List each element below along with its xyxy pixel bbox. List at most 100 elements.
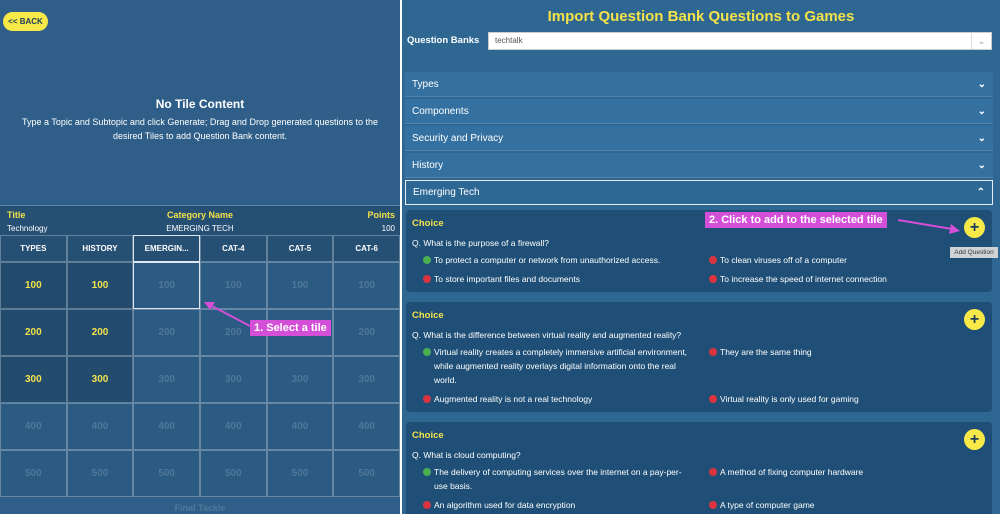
- options: To protect a computer or network from un…: [412, 253, 986, 286]
- option-text: An algorithm used for data encryption: [434, 500, 576, 510]
- tile[interactable]: 200: [333, 309, 400, 356]
- tile[interactable]: 100: [0, 262, 67, 309]
- accordion-section[interactable]: Emerging Tech ⌃: [405, 180, 993, 205]
- option: The delivery of computing services over …: [412, 465, 698, 493]
- tile[interactable]: 300: [333, 356, 400, 403]
- section-title: History: [412, 159, 444, 171]
- select-arrow: ⌄: [971, 33, 991, 49]
- tile[interactable]: 300: [0, 356, 67, 403]
- option: They are the same thing: [698, 345, 984, 387]
- option: To protect a computer or network from un…: [412, 253, 698, 267]
- chevron: ⌄: [977, 78, 986, 90]
- option: To clean viruses off of a computer: [698, 253, 984, 267]
- tooltip: Add Question: [950, 247, 998, 258]
- tile[interactable]: 200: [0, 309, 67, 356]
- tile[interactable]: 500: [133, 450, 200, 497]
- tile[interactable]: 300: [133, 356, 200, 403]
- correct-dot: [423, 348, 431, 356]
- option: A method of fixing computer hardware: [698, 465, 984, 493]
- wrong-dot: [709, 256, 717, 264]
- question-type: Choice: [412, 430, 444, 441]
- bank-select[interactable]: techtalk ⌄: [488, 32, 992, 50]
- left-panel: << BACK No Tile Content Type a Topic and…: [0, 0, 400, 514]
- question-list: Choice + Q. What is the purpose of a firew…: [406, 210, 992, 514]
- add-button[interactable]: +: [964, 429, 985, 450]
- tile[interactable]: 300: [200, 356, 267, 403]
- tile[interactable]: 500: [0, 450, 67, 497]
- section-title: Security and Privacy: [412, 132, 504, 144]
- tile[interactable]: 400: [266, 403, 334, 450]
- arrow: [897, 219, 953, 230]
- add-button[interactable]: +: [964, 217, 985, 238]
- tile[interactable]: 100: [266, 262, 334, 309]
- option: To store important files and documents: [412, 272, 698, 286]
- wrong-dot: [709, 468, 717, 476]
- tile[interactable]: 100: [133, 262, 200, 309]
- tile-info: Title Category Name Points Technology EM…: [0, 205, 400, 235]
- question-card: Choice + Q. What is the difference between…: [406, 302, 992, 412]
- arrow: [209, 304, 251, 327]
- wrong-dot: [423, 501, 431, 509]
- bank-value: techtalk: [495, 36, 523, 45]
- question-card: Choice + Q. What is cloud computing? The de…: [406, 422, 992, 514]
- tile[interactable]: 500: [333, 450, 400, 497]
- question-type: Choice: [412, 218, 444, 229]
- accordion-section[interactable]: Types ⌄: [405, 72, 993, 97]
- wrong-dot: [709, 501, 717, 509]
- question-text: Q. What is the difference between virtua…: [412, 330, 682, 340]
- accordion-section[interactable]: History ⌄: [405, 153, 993, 178]
- tile[interactable]: 100: [200, 262, 267, 309]
- wrong-dot: [423, 395, 431, 403]
- info-header: Title: [7, 210, 26, 220]
- chevron: ⌃: [976, 187, 985, 198]
- tile[interactable]: 300: [66, 356, 134, 403]
- option-text: To protect a computer or network from un…: [434, 255, 661, 265]
- empty-title: No Tile Content: [155, 97, 245, 111]
- tile[interactable]: 500: [266, 450, 334, 497]
- section-title: Emerging Tech: [413, 187, 480, 198]
- section-title: Components: [412, 105, 469, 117]
- tile[interactable]: 400: [333, 403, 400, 450]
- info-header: Category Name: [166, 210, 234, 220]
- tile[interactable]: 400: [0, 403, 67, 450]
- tile[interactable]: 100: [333, 262, 400, 309]
- option-text: To increase the speed of internet connec…: [720, 274, 887, 284]
- wrong-dot: [423, 275, 431, 283]
- question-text: Q. What is cloud computing?: [412, 450, 521, 460]
- arrowhead: [949, 224, 960, 234]
- tile[interactable]: 200: [66, 309, 134, 356]
- tile[interactable]: 500: [200, 450, 267, 497]
- chevron: ⌄: [977, 105, 986, 117]
- section-title: Types: [412, 78, 439, 90]
- arrowhead: [204, 302, 215, 310]
- tile[interactable]: 200: [133, 309, 200, 356]
- category-header: EMERGIN...: [133, 235, 200, 262]
- tile[interactable]: 400: [133, 403, 200, 450]
- option-text: A type of computer game: [720, 500, 815, 510]
- info-value: EMERGING TECH: [166, 224, 234, 233]
- option-text: Virtual reality creates a completely imm…: [434, 347, 688, 385]
- wrong-dot: [709, 348, 717, 356]
- option: To increase the speed of internet connec…: [698, 272, 984, 286]
- info-value: Technology: [7, 224, 48, 233]
- option: An algorithm used for data encryption: [412, 498, 698, 512]
- bank-label: Question Banks: [407, 35, 480, 46]
- question-card: Choice + Q. What is the purpose of a firew…: [406, 210, 992, 292]
- tile[interactable]: 300: [266, 356, 334, 403]
- category-header: CAT-5: [266, 235, 334, 262]
- accordion-section[interactable]: Security and Privacy ⌄: [405, 126, 993, 151]
- accordion-section[interactable]: Components ⌄: [405, 99, 993, 124]
- correct-dot: [423, 256, 431, 264]
- tile[interactable]: 400: [200, 403, 267, 450]
- tile[interactable]: 500: [66, 450, 134, 497]
- tile[interactable]: 100: [66, 262, 134, 309]
- info-header: Points: [367, 210, 395, 220]
- chevron: ⌄: [977, 132, 986, 144]
- tile[interactable]: 400: [66, 403, 134, 450]
- back-button[interactable]: << BACK: [3, 12, 48, 31]
- option-text: Augmented reality is not a real technolo…: [434, 394, 593, 404]
- add-button[interactable]: +: [964, 309, 985, 330]
- info-value: 100: [381, 224, 395, 233]
